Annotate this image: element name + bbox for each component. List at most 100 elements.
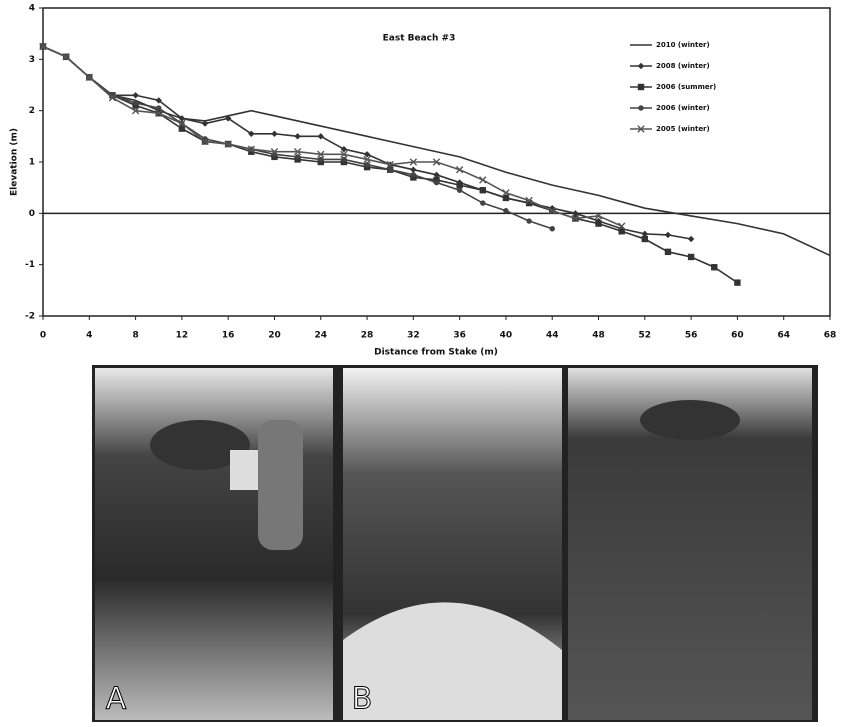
panel-label: B	[352, 682, 373, 717]
point	[595, 220, 602, 227]
point	[638, 105, 644, 111]
point	[410, 166, 417, 173]
point	[664, 248, 672, 256]
x-tick-label: 64	[777, 331, 790, 341]
point	[479, 187, 486, 194]
point	[572, 210, 579, 217]
x-tick-label: 52	[639, 331, 652, 341]
point	[270, 148, 279, 156]
y-tick-label: 2	[29, 106, 35, 116]
legend-label: 2005 (winter)	[656, 125, 710, 133]
point	[132, 92, 139, 99]
point	[131, 106, 140, 115]
x-tick-label: 16	[222, 331, 235, 341]
point	[363, 155, 371, 164]
point	[525, 199, 533, 207]
point	[178, 119, 186, 128]
y-tick-label: 0	[29, 209, 35, 219]
x-tick-label: 32	[407, 331, 420, 341]
photo-detail	[640, 400, 740, 440]
point	[318, 156, 324, 163]
photo-detail	[150, 420, 250, 470]
legend-label: 2006 (winter)	[656, 104, 710, 112]
x-tick-label: 68	[824, 331, 837, 341]
point	[637, 125, 645, 133]
legend-label: 2010 (winter)	[656, 41, 710, 49]
point	[294, 154, 301, 160]
x-tick-label: 12	[176, 331, 189, 341]
point	[201, 120, 209, 127]
point	[39, 42, 47, 51]
point	[641, 235, 649, 243]
y-tick-label: 1	[29, 158, 35, 168]
photo-detail	[258, 420, 303, 550]
point	[247, 145, 256, 153]
y-tick-label: -1	[25, 260, 35, 270]
photo-detail	[230, 450, 258, 490]
point	[480, 200, 486, 206]
x-tick-label: 44	[546, 331, 559, 341]
x-tick-label: 56	[685, 331, 698, 341]
point	[317, 133, 324, 140]
point	[618, 228, 625, 235]
y-tick-label: -2	[25, 312, 35, 322]
y-axis-label: Elevation (m)	[10, 128, 20, 196]
point	[525, 196, 533, 205]
point	[548, 207, 556, 215]
point	[224, 140, 232, 148]
x-axis-label: Distance from Stake (m)	[374, 348, 498, 358]
point	[364, 161, 370, 168]
point	[432, 158, 441, 166]
point	[617, 222, 626, 230]
point	[410, 172, 417, 178]
point	[502, 189, 510, 197]
point	[293, 148, 302, 156]
chart-title: East Beach #3	[383, 34, 456, 44]
x-tick-label: 24	[314, 331, 327, 341]
point	[455, 166, 464, 174]
point	[224, 115, 232, 122]
x-tick-label: 40	[500, 331, 513, 341]
point	[85, 73, 93, 81]
point	[734, 279, 741, 286]
point	[386, 160, 394, 169]
x-tick-label: 28	[361, 331, 374, 341]
point	[711, 264, 718, 271]
legend-label: 2008 (winter)	[656, 62, 710, 70]
photo-detail	[343, 602, 562, 720]
point	[317, 150, 325, 158]
series-line	[42, 45, 831, 257]
point	[549, 226, 555, 232]
point	[456, 181, 463, 189]
point	[178, 115, 186, 122]
point	[108, 94, 117, 102]
point	[340, 150, 348, 158]
point	[155, 97, 162, 104]
panel-label: A	[106, 682, 127, 717]
point	[62, 53, 70, 61]
x-tick-label: 60	[731, 331, 744, 341]
series-line	[42, 45, 623, 227]
series-line	[42, 45, 692, 240]
point	[132, 100, 139, 106]
point	[637, 62, 645, 70]
point	[409, 158, 418, 166]
point	[503, 208, 509, 214]
point	[571, 214, 580, 223]
point	[433, 179, 440, 186]
x-tick-label: 8	[132, 331, 138, 341]
point	[156, 105, 162, 111]
x-tick-label: 36	[453, 331, 466, 341]
point	[687, 253, 695, 261]
point	[594, 212, 603, 220]
point	[155, 109, 163, 117]
point	[641, 230, 649, 238]
point	[294, 133, 301, 140]
point	[479, 176, 487, 184]
point	[526, 218, 532, 224]
y-tick-label: 4	[29, 4, 35, 14]
point	[687, 235, 695, 243]
point	[341, 156, 347, 163]
